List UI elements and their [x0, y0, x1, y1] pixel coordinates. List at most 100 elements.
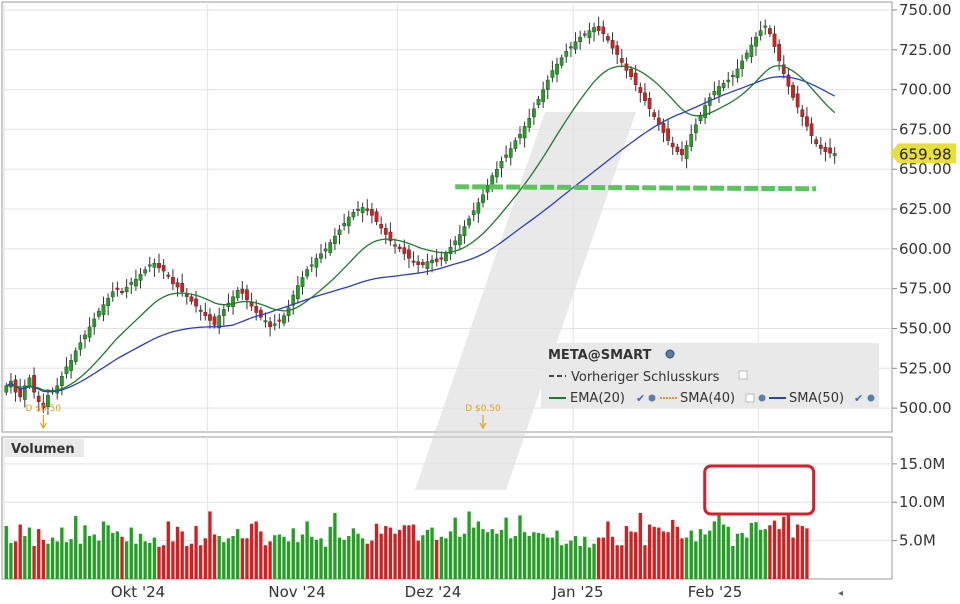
- candle: [41, 393, 46, 413]
- candle-body: [314, 258, 319, 268]
- candle-body: [235, 290, 240, 299]
- volume-bar: [467, 511, 471, 579]
- candle: [120, 288, 124, 296]
- candle: [818, 137, 823, 155]
- candle-body: [462, 226, 467, 236]
- candle-body: [365, 208, 370, 211]
- candle: [666, 119, 670, 146]
- candle: [578, 30, 583, 50]
- candle-body: [388, 231, 393, 242]
- volume-bar: [749, 522, 754, 579]
- candle-body: [143, 269, 148, 274]
- candle: [791, 81, 795, 101]
- legend-ema20-settings-icon[interactable]: [648, 394, 656, 402]
- volume-bar: [259, 531, 263, 579]
- candle: [494, 161, 499, 184]
- candle-body: [59, 376, 64, 387]
- candle-body: [638, 87, 643, 93]
- candle-body: [407, 249, 411, 259]
- volume-bar: [83, 525, 87, 579]
- volume-bar: [194, 526, 198, 579]
- candle-body: [550, 70, 555, 78]
- candle: [32, 367, 36, 399]
- candle: [295, 275, 300, 304]
- candle-body: [828, 147, 832, 154]
- candle-body: [138, 274, 143, 281]
- candle: [564, 43, 569, 63]
- candle: [805, 107, 809, 131]
- volume-bar: [407, 525, 411, 579]
- candle: [555, 57, 559, 83]
- volume-bar: [74, 516, 78, 579]
- volume-bar: [772, 520, 777, 579]
- candle-body: [647, 97, 652, 109]
- candle-body: [282, 315, 286, 324]
- candle-body: [652, 112, 657, 117]
- candle: [282, 312, 286, 327]
- candle: [208, 308, 212, 329]
- volume-bar: [18, 524, 22, 579]
- candle: [171, 269, 175, 291]
- legend-sma40-settings-icon[interactable]: [758, 394, 766, 402]
- watermark-logo: [415, 112, 636, 490]
- candle: [828, 138, 832, 159]
- candle-body: [675, 146, 680, 152]
- candle-body: [527, 118, 532, 128]
- candle: [46, 389, 50, 415]
- end-marker-icon: ◂: [838, 588, 843, 599]
- volume-bar: [726, 526, 730, 579]
- volume-bar: [504, 517, 508, 579]
- price-tick-label: 725.00: [899, 41, 952, 59]
- candle: [652, 109, 657, 120]
- candle-body: [221, 309, 226, 316]
- candle-body: [134, 278, 138, 287]
- candle: [83, 330, 87, 349]
- volume-bar: [226, 538, 231, 579]
- legend-sma50-settings-icon[interactable]: [867, 394, 875, 402]
- volume-bar: [559, 545, 564, 579]
- candle-body: [161, 265, 166, 272]
- candle-body: [231, 296, 235, 308]
- volume-bar: [305, 521, 309, 579]
- candle: [106, 293, 110, 316]
- volume-bar: [513, 536, 518, 579]
- volume-bar: [536, 532, 541, 579]
- candle-body: [754, 36, 758, 47]
- candle: [235, 287, 240, 302]
- legend-sma50-check-icon[interactable]: ✔: [854, 392, 863, 405]
- candle-body: [809, 123, 814, 136]
- candle-body: [249, 302, 254, 307]
- volume-bar: [435, 539, 439, 579]
- volume-bar: [347, 536, 351, 579]
- volume-bar: [222, 542, 226, 579]
- x-tick-label: Jan '25: [551, 583, 603, 600]
- candle-body: [110, 291, 115, 298]
- candle-body: [194, 298, 198, 307]
- legend-symbol-info-icon[interactable]: [665, 349, 675, 359]
- legend-ema20-check-icon[interactable]: ✔: [636, 392, 645, 405]
- candle-body: [772, 33, 777, 47]
- price-tick-label: 500.00: [899, 399, 952, 417]
- legend-sma40-checkbox[interactable]: [745, 393, 755, 403]
- volume-bar: [254, 521, 258, 579]
- candle-body: [573, 41, 578, 50]
- candle: [309, 256, 314, 273]
- candle-body: [814, 139, 819, 144]
- candle-body: [147, 264, 152, 267]
- candle: [619, 48, 624, 68]
- candle-body: [721, 83, 726, 88]
- legend-prev-close-checkbox[interactable]: [738, 370, 748, 380]
- volume-bar: [499, 529, 504, 579]
- candle-body: [444, 253, 448, 262]
- volume-bar: [46, 543, 50, 579]
- volume-bar: [758, 529, 763, 579]
- candle-body: [559, 57, 564, 66]
- volume-bar: [795, 524, 800, 579]
- candle-body: [420, 262, 425, 265]
- candle: [823, 142, 828, 162]
- candle-body: [518, 133, 522, 139]
- volume-bar: [592, 543, 596, 579]
- volume-bar: [32, 545, 36, 579]
- candle-body: [684, 145, 689, 159]
- candle: [36, 391, 41, 412]
